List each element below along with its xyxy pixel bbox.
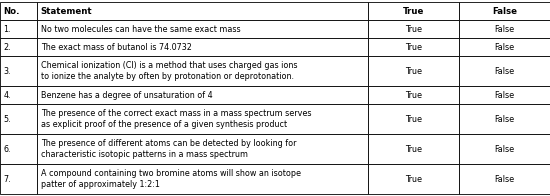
- Bar: [37, 20, 368, 38]
- Bar: [0, 164, 37, 194]
- Bar: [37, 56, 368, 86]
- Text: False: False: [494, 43, 515, 52]
- Bar: [0, 134, 37, 164]
- Text: 2.: 2.: [3, 43, 11, 52]
- Bar: [37, 86, 368, 104]
- Text: False: False: [492, 6, 517, 15]
- Bar: [368, 86, 459, 104]
- Text: False: False: [494, 91, 515, 100]
- Text: False: False: [494, 175, 515, 184]
- Bar: [37, 2, 368, 20]
- Bar: [459, 164, 550, 194]
- Bar: [459, 38, 550, 56]
- Bar: [368, 56, 459, 86]
- Text: False: False: [494, 25, 515, 34]
- Bar: [0, 20, 37, 38]
- Text: True: True: [403, 6, 425, 15]
- Bar: [0, 104, 37, 134]
- Bar: [368, 2, 459, 20]
- Bar: [0, 56, 37, 86]
- Bar: [0, 38, 37, 56]
- Text: Statement: Statement: [41, 6, 92, 15]
- Text: 7.: 7.: [3, 175, 11, 184]
- Text: 4.: 4.: [3, 91, 11, 100]
- Text: True: True: [405, 67, 422, 76]
- Text: 3.: 3.: [3, 67, 11, 76]
- Bar: [459, 2, 550, 20]
- Bar: [368, 164, 459, 194]
- Text: True: True: [405, 175, 422, 184]
- Text: True: True: [405, 145, 422, 154]
- Text: 6.: 6.: [3, 145, 11, 154]
- Text: True: True: [405, 91, 422, 100]
- Text: Benzene has a degree of unsaturation of 4: Benzene has a degree of unsaturation of …: [41, 91, 212, 100]
- Bar: [459, 20, 550, 38]
- Text: The presence of different atoms can be detected by looking for
characteristic is: The presence of different atoms can be d…: [41, 139, 296, 159]
- Bar: [459, 86, 550, 104]
- Bar: [0, 2, 37, 20]
- Bar: [459, 56, 550, 86]
- Text: True: True: [405, 25, 422, 34]
- Bar: [368, 134, 459, 164]
- Text: 5.: 5.: [3, 115, 11, 124]
- Text: No two molecules can have the same exact mass: No two molecules can have the same exact…: [41, 25, 240, 34]
- Text: False: False: [494, 145, 515, 154]
- Bar: [37, 164, 368, 194]
- Bar: [37, 134, 368, 164]
- Text: A compound containing two bromine atoms will show an isotope
patter of approxima: A compound containing two bromine atoms …: [41, 169, 301, 189]
- Text: True: True: [405, 115, 422, 124]
- Text: True: True: [405, 43, 422, 52]
- Bar: [368, 20, 459, 38]
- Text: Chemical ionization (CI) is a method that uses charged gas ions
to ionize the an: Chemical ionization (CI) is a method tha…: [41, 62, 297, 81]
- Text: The presence of the correct exact mass in a mass spectrum serves
as explicit pro: The presence of the correct exact mass i…: [41, 110, 311, 129]
- Text: False: False: [494, 115, 515, 124]
- Text: 1.: 1.: [3, 25, 11, 34]
- Bar: [459, 134, 550, 164]
- Bar: [37, 38, 368, 56]
- Text: The exact mass of butanol is 74.0732: The exact mass of butanol is 74.0732: [41, 43, 191, 52]
- Text: False: False: [494, 67, 515, 76]
- Text: No.: No.: [3, 6, 20, 15]
- Bar: [0, 86, 37, 104]
- Bar: [368, 38, 459, 56]
- Bar: [368, 104, 459, 134]
- Bar: [459, 104, 550, 134]
- Bar: [37, 104, 368, 134]
